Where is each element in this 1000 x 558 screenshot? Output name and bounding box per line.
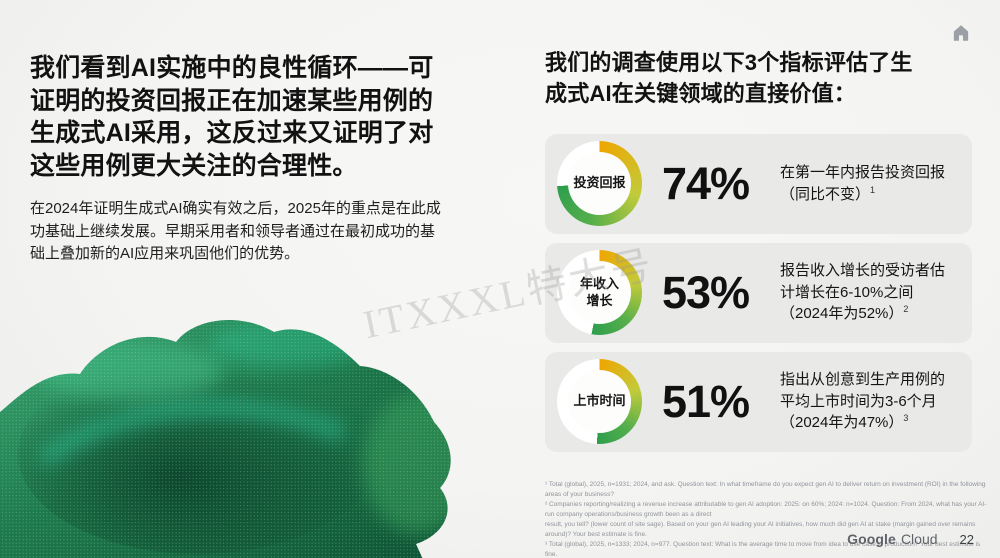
stat-value: 74% [662, 157, 750, 209]
footer: Google Cloud 22 [847, 531, 974, 547]
google-logo: Google [847, 531, 896, 547]
page-number: 22 [959, 532, 974, 547]
metrics-heading: 我们的调查使用以下3个指标评估了生成式AI在关键领域的直接价值： [545, 50, 913, 106]
donut-label-line: 年收入 [579, 276, 619, 292]
stat-card-revenue-growth: 年收入 增长 53% 报告收入增长的受访者估计增长在6-10%之间（2024年为… [545, 242, 972, 343]
home-icon-glyph [953, 25, 969, 41]
donut-label-line: 增长 [586, 292, 613, 308]
footnote-ref: 1 [870, 184, 876, 195]
footnotes: ¹ Total (global), 2025, n=1931; 2024, an… [545, 480, 987, 558]
stat-value: 53% [662, 266, 750, 318]
green-particle-blob-image [0, 320, 451, 558]
footnote-line: ² Companies reporting/realizing a revenu… [545, 501, 987, 519]
donut-label: 投资回报 [568, 152, 631, 216]
footnote-ref: 3 [903, 413, 909, 424]
donut-chart-time-to-market: 上市时间 [557, 359, 642, 445]
stat-description: 报告收入增长的受访者估计增长在6-10%之间（2024年为52%）2 [780, 260, 972, 325]
stat-value: 51% [662, 375, 750, 427]
donut-label-line: 投资回报 [573, 175, 626, 191]
stat-description: 在第一年内报告投资回报（同比不变）1 [780, 162, 972, 206]
donut-label: 年收入 增长 [568, 261, 631, 325]
donut-label: 上市时间 [568, 370, 631, 434]
cloud-logo-text: Cloud [900, 531, 938, 547]
left-column: 我们看到AI实施中的良性循环——可证明的投资回报正在加速某些用例的生成式AI采用… [30, 52, 485, 266]
footnote-line: ³ Total (global), 2025, n=1333; 2024, n=… [545, 541, 981, 558]
stat-card-roi: 投资回报 74% 在第一年内报告投资回报（同比不变）1 [545, 133, 972, 234]
home-icon[interactable] [948, 20, 974, 46]
stat-description-text: 在第一年内报告投资回报（同比不变） [780, 163, 946, 203]
donut-chart-revenue-growth: 年收入 增长 [557, 250, 642, 336]
stat-card-time-to-market: 上市时间 51% 指出从创意到生产用例的平均上市时间为3-6个月（2024年为4… [545, 351, 972, 452]
footnote-line: ¹ Total (global), 2025, n=1931; 2024, an… [545, 481, 986, 499]
donut-chart-roi: 投资回报 [557, 141, 642, 227]
right-column: 我们的调查使用以下3个指标评估了生成式AI在关键领域的直接价值： 投资回报 74… [545, 48, 973, 461]
stat-description-text: 报告收入增长的受访者估计增长在6-10%之间（2024年为52%） [780, 261, 946, 323]
stat-description: 指出从创意到生产用例的平均上市时间为3-6个月（2024年为47%）3 [780, 369, 972, 434]
slide-title: 我们看到AI实施中的良性循环——可证明的投资回报正在加速某些用例的生成式AI采用… [30, 54, 434, 180]
footnote-ref: 2 [903, 304, 909, 315]
slide-subtext: 在2024年证明生成式AI确实有效之后，2025年的重点是在此成功基础上继续发展… [30, 200, 441, 262]
stat-description-text: 指出从创意到生产用例的平均上市时间为3-6个月（2024年为47%） [780, 370, 946, 432]
footnote-line: result, you tell? (lower count of site s… [545, 521, 976, 539]
donut-label-line: 上市时间 [573, 393, 626, 409]
